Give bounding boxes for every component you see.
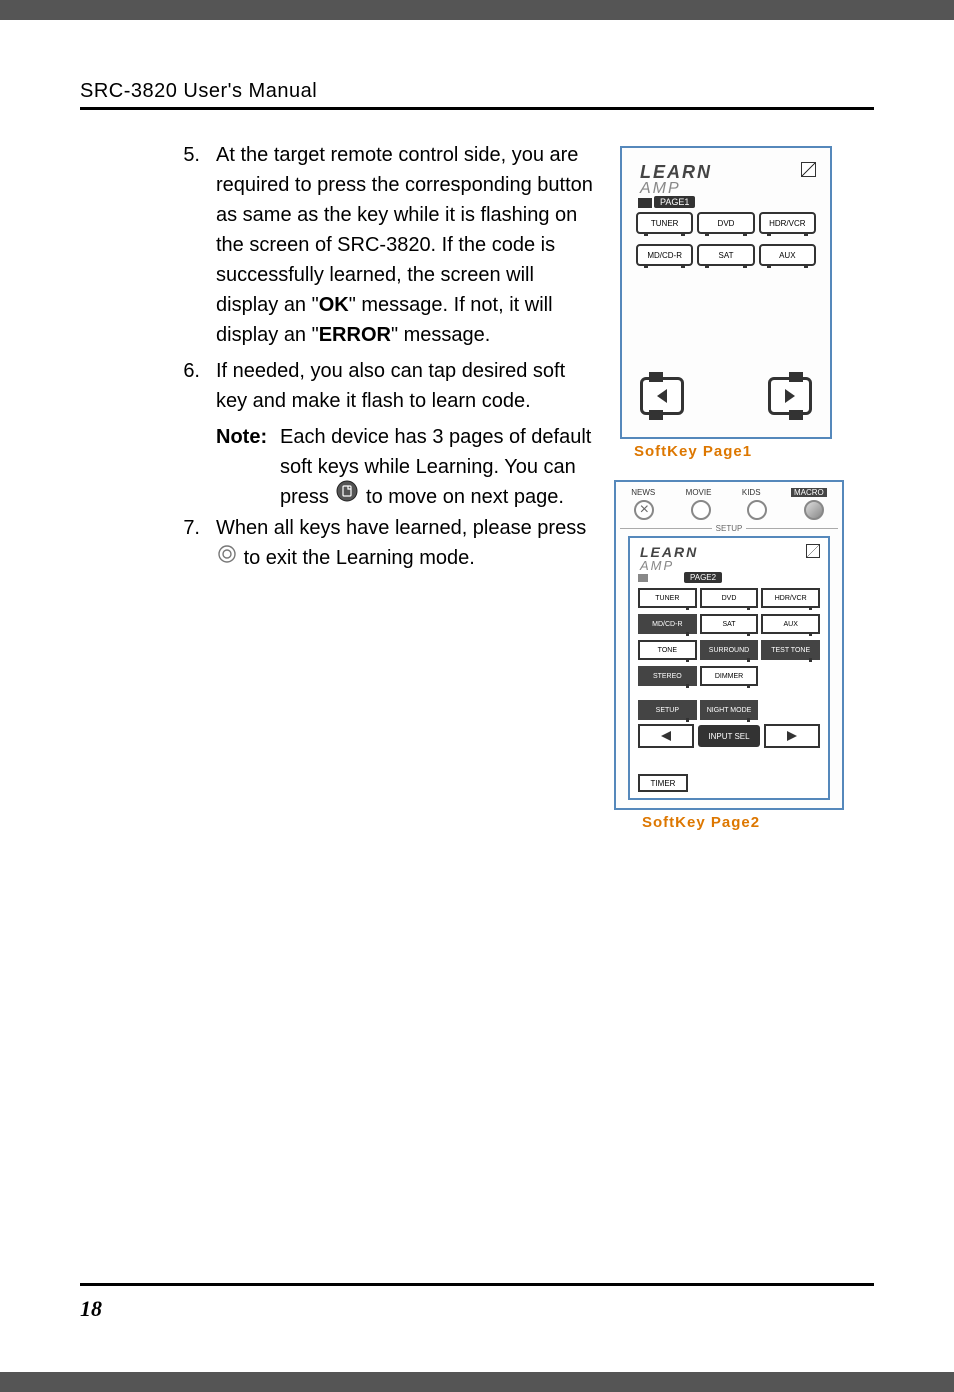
corner-icon (806, 544, 820, 558)
text-column: 5. At the target remote control side, yo… (80, 140, 594, 831)
softkey-page1-figure: LEARN AMP PAGE1 TUNER DVD HDR/VCR MD/CD-… (620, 146, 832, 439)
fig2-subtitle: AMP (640, 558, 674, 573)
circle-icon (747, 500, 767, 520)
fig2-top-labels: NEWS MOVIE KIDS MACRO (616, 488, 842, 497)
nav-right-button (764, 724, 820, 748)
page-badge: PAGE1 (654, 196, 695, 208)
softkey-button: HDR/VCR (761, 588, 820, 608)
softkey-button: TEST TONE (761, 640, 820, 660)
circle-icon (691, 500, 711, 520)
fig2-nav-row: INPUT SEL (638, 724, 820, 748)
softkey-button: DVD (697, 212, 754, 234)
nav-left-button (640, 377, 684, 415)
input-sel-button: INPUT SEL (698, 725, 760, 747)
fig2-row: MD/CD-R SAT AUX (638, 614, 820, 634)
top-label-macro: MACRO (791, 488, 827, 497)
content-area: 5. At the target remote control side, yo… (80, 140, 874, 831)
divider-line (746, 528, 838, 529)
setup-label: SETUP (716, 524, 743, 533)
softkey-empty (761, 700, 820, 720)
fig1-row1: TUNER DVD HDR/VCR (636, 212, 816, 234)
triangle-right-icon (785, 389, 795, 403)
softkey-page2-figure: NEWS MOVIE KIDS MACRO SETUP (614, 480, 844, 810)
softkey-button: HDR/VCR (759, 212, 816, 234)
fig2-inner-panel: LEARN AMP PAGE2 TUNER DVD HDR/VCR MD/CD-… (628, 536, 830, 800)
step-7: 7. When all keys have learned, please pr… (180, 513, 594, 574)
softkey-button: DIMMER (700, 666, 759, 686)
top-label: KIDS (742, 488, 761, 497)
softkey-button: SAT (697, 244, 754, 266)
figure-column: LEARN AMP PAGE1 TUNER DVD HDR/VCR MD/CD-… (614, 140, 874, 831)
figure-2-wrap: NEWS MOVIE KIDS MACRO SETUP (614, 480, 844, 831)
note-block: Note: Each device has 3 pages of default… (180, 422, 594, 513)
step-number: 7. (180, 513, 216, 574)
softkey-button: NIGHT MODE (700, 700, 759, 720)
step-number: 5. (180, 140, 216, 350)
fig2-row: STEREO DIMMER (638, 666, 820, 686)
top-label: MOVIE (686, 488, 712, 497)
softkey-button: SURROUND (700, 640, 759, 660)
circle-filled-icon (804, 500, 824, 520)
figure-1-wrap: LEARN AMP PAGE1 TUNER DVD HDR/VCR MD/CD-… (614, 140, 832, 460)
step-body: At the target remote control side, you a… (216, 140, 594, 350)
fig2-row: TONE SURROUND TEST TONE (638, 640, 820, 660)
softkey-empty (761, 666, 820, 686)
page-next-icon (336, 480, 358, 511)
divider-line (620, 528, 712, 529)
nav-right-button (768, 377, 812, 415)
note-body: Each device has 3 pages of default soft … (280, 422, 594, 513)
softkey-button: TUNER (638, 588, 697, 608)
fig2-row: SETUP NIGHT MODE (638, 700, 820, 720)
step-6: 6. If needed, you also can tap desired s… (180, 356, 594, 416)
timer-button: TIMER (638, 774, 688, 792)
step-text: At the target remote control side, you a… (216, 144, 593, 316)
fig1-row2: MD/CD-R SAT AUX (636, 244, 816, 266)
ok-label: OK (319, 294, 349, 316)
step-body: When all keys have learned, please press… (216, 513, 594, 574)
note-label: Note: (180, 422, 280, 513)
footer-rule (80, 1283, 874, 1286)
nav-left-button (638, 724, 694, 748)
step-text: to exit the Learning mode. (244, 547, 475, 569)
speaker-icon (638, 574, 648, 582)
softkey-button: TUNER (636, 212, 693, 234)
softkey-button: SETUP (638, 700, 697, 720)
document-page: SRC-3820 User's Manual 5. At the target … (0, 20, 954, 1372)
circle-x-icon (634, 500, 654, 520)
softkey-button: AUX (761, 614, 820, 634)
corner-icon (801, 162, 816, 177)
fig2-caption: SoftKey Page2 (642, 814, 844, 831)
softkey-button: DVD (700, 588, 759, 608)
fig2-row: TUNER DVD HDR/VCR (638, 588, 820, 608)
error-label: ERROR (319, 324, 391, 346)
step-body: If needed, you also can tap desired soft… (216, 356, 594, 416)
softkey-button: SAT (700, 614, 759, 634)
step-number: 6. (180, 356, 216, 416)
setup-divider: SETUP (616, 524, 842, 533)
step-text: " message. (391, 324, 490, 346)
speaker-icon (638, 198, 652, 208)
header-rule (80, 107, 874, 110)
header-title: SRC-3820 User's Manual (80, 80, 874, 103)
softkey-button: TONE (638, 640, 697, 660)
softkey-button: AUX (759, 244, 816, 266)
top-label: NEWS (631, 488, 655, 497)
softkey-button: MD/CD-R (636, 244, 693, 266)
page-badge: PAGE2 (684, 572, 722, 583)
triangle-left-icon (657, 389, 667, 403)
note-text: to move on next page. (366, 486, 564, 508)
page-number: 18 (80, 1296, 102, 1322)
step-5: 5. At the target remote control side, yo… (180, 140, 594, 350)
exit-circle-icon (218, 542, 236, 572)
step-text: When all keys have learned, please press (216, 517, 586, 539)
fig2-circle-row (616, 500, 842, 520)
softkey-button: STEREO (638, 666, 697, 686)
fig1-caption: SoftKey Page1 (634, 443, 832, 460)
softkey-button: MD/CD-R (638, 614, 697, 634)
